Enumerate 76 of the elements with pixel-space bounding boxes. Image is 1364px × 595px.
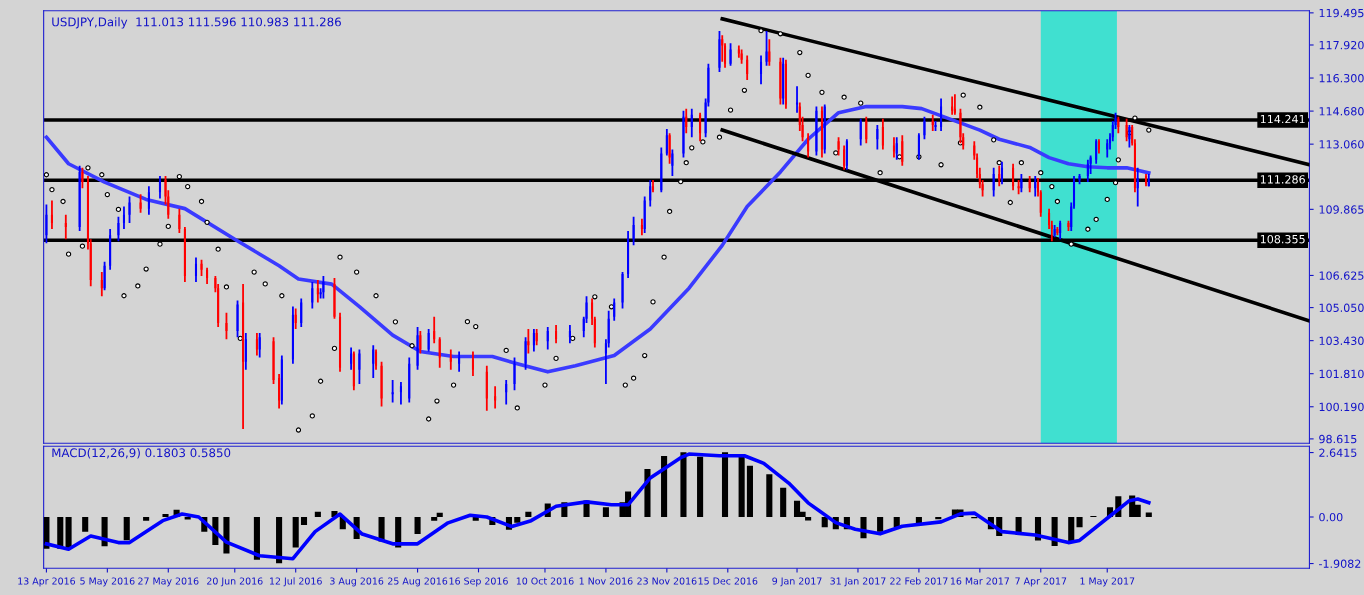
candlestick xyxy=(333,277,336,320)
y-tick-label: 101.810 xyxy=(1319,369,1364,379)
bar xyxy=(314,511,321,517)
x-tick-label: 5 May 2016 xyxy=(80,577,135,587)
y-tick-label: 105.050 xyxy=(1319,303,1364,312)
x-tick-label: 20 Jun 2016 xyxy=(207,577,263,587)
bar xyxy=(514,517,521,523)
candlestick xyxy=(718,30,721,73)
bar xyxy=(300,517,308,526)
bar xyxy=(602,507,609,517)
bar xyxy=(746,465,753,517)
candlestick xyxy=(200,258,203,277)
bar xyxy=(821,517,828,528)
x-tick-label: 31 Jan 2017 xyxy=(830,577,886,587)
x-tick-label: 15 Dec 2016 xyxy=(698,577,758,585)
candlestick xyxy=(1067,219,1070,232)
bar xyxy=(1076,517,1083,528)
candlestick xyxy=(682,109,685,159)
y-tick-label: 113.060 xyxy=(1319,140,1364,149)
bar xyxy=(123,517,130,541)
bar xyxy=(525,511,532,517)
candlestick xyxy=(621,270,624,310)
y-tick-label: -1.9082 xyxy=(1319,559,1361,568)
text: USDJPY,Daily 111.013 111.596 110.983 111.286 xyxy=(52,17,341,29)
y-tick-label: 119.495 xyxy=(1319,8,1364,18)
y-tick-label: 109.865 xyxy=(1319,205,1364,214)
y-tick-label: 0.00 xyxy=(1319,512,1343,522)
x-tick-label: 22 Feb 2017 xyxy=(890,577,948,585)
ref-line-label: 108.355 xyxy=(1260,234,1305,244)
bar xyxy=(414,517,421,535)
bar xyxy=(877,517,884,532)
y-tick-label: 100.190 xyxy=(1319,402,1364,412)
bar xyxy=(431,517,438,521)
x-tick-label: 27 May 2016 xyxy=(138,577,199,587)
bar xyxy=(680,452,687,517)
y-tick-label: 2.6415 xyxy=(1319,448,1357,457)
bar xyxy=(780,487,787,517)
bar xyxy=(276,517,283,564)
x-tick-label: 1 Nov 2016 xyxy=(579,577,633,585)
y-tick-label: 116.300 xyxy=(1319,74,1364,83)
y-tick-label: 114.680 xyxy=(1319,107,1364,116)
chart-title: MACD(12,26,9) 0.1803 0.5850 xyxy=(52,448,231,459)
bar xyxy=(661,456,668,517)
x-tick-label: 16 Sep 2016 xyxy=(449,577,508,587)
ref-line-label: 111.286 xyxy=(1260,175,1305,184)
x-tick-label: 1 May 2017 xyxy=(1080,577,1135,587)
ref-line-label: 114.241 xyxy=(1260,114,1305,124)
bar xyxy=(65,517,72,549)
x-tick-label: 9 Jan 2017 xyxy=(772,577,822,587)
x-tick-label: 25 Aug 2016 xyxy=(388,577,448,587)
bar xyxy=(162,514,169,517)
y-tick-label: 106.625 xyxy=(1319,271,1364,280)
y-tick-label: 103.430 xyxy=(1319,336,1364,346)
bar xyxy=(738,456,745,517)
bar xyxy=(82,517,89,532)
candlestick xyxy=(236,299,239,339)
bar xyxy=(935,517,942,520)
candlestick xyxy=(513,356,516,392)
candlestick xyxy=(934,119,937,132)
bar xyxy=(436,512,443,517)
bar xyxy=(766,474,773,517)
x-tick-label: 10 Oct 2016 xyxy=(516,577,574,585)
y-tick-label: 117.920 xyxy=(1319,40,1364,50)
candlestick xyxy=(128,195,131,224)
bar xyxy=(143,517,150,521)
x-tick-label: 3 Aug 2016 xyxy=(330,577,384,587)
x-tick-label: 12 Jul 2016 xyxy=(270,577,322,587)
bar xyxy=(253,517,260,560)
x-tick-label: 7 Apr 2017 xyxy=(1015,577,1067,587)
x-tick-label: 16 Mar 2017 xyxy=(950,577,1009,585)
bar xyxy=(721,452,729,517)
x-tick-label: 23 Nov 2016 xyxy=(637,577,697,585)
x-tick-label: 13 Apr 2016 xyxy=(18,577,76,587)
bar xyxy=(697,456,704,517)
y-tick-label: 98.615 xyxy=(1319,434,1357,444)
bar xyxy=(292,517,299,548)
